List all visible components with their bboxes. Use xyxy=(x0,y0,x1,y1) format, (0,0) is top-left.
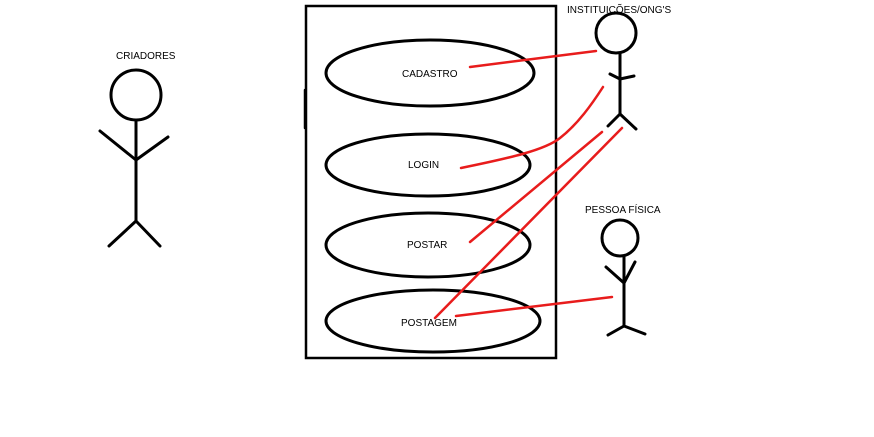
use-case-login-ellipse xyxy=(324,132,532,198)
actor-pessoa-fisica-left-arm xyxy=(604,265,626,285)
use-case-postar-label: POSTAR xyxy=(407,240,447,251)
association-instituicoes-postar xyxy=(468,130,604,244)
actor-instituicoes-label: INSTITUIÇÕES/ONG'S xyxy=(567,3,671,16)
actor-instituicoes-head xyxy=(594,11,638,55)
use-case-cadastro: CADASTRO xyxy=(324,38,536,108)
actor-pessoa-fisica-right-leg xyxy=(622,324,647,336)
use-case-login-label: LOGIN xyxy=(408,160,439,171)
association-instituicoes-postagem xyxy=(433,126,624,320)
actor-pessoa-fisica-right-arm xyxy=(622,260,637,285)
actor-instituicoes: INSTITUIÇÕES/ONG'S xyxy=(567,3,671,131)
association-instituicoes-login xyxy=(459,85,605,170)
actor-instituicoes-left-leg xyxy=(606,112,622,128)
use-case-postagem-label: POSTAGEM xyxy=(401,318,457,329)
actor-pessoa-fisica-left-leg xyxy=(606,324,626,337)
actor-criadores-right-arm xyxy=(134,135,170,162)
actor-instituicoes-right-leg xyxy=(618,112,638,131)
actor-pessoa-fisica-head xyxy=(600,218,640,258)
use-case-postagem-ellipse xyxy=(324,288,542,354)
actor-criadores-left-leg xyxy=(107,219,138,248)
actor-criadores-right-leg xyxy=(134,219,162,248)
association-instituicoes-cadastro xyxy=(468,49,598,69)
use-case-cadastro-label: CADASTRO xyxy=(402,69,458,80)
association-pessoa-fisica-postagem xyxy=(454,295,614,318)
use-case-cadastro-ellipse xyxy=(324,38,536,108)
use-case-postagem: POSTAGEM xyxy=(324,288,542,354)
association-lines xyxy=(433,49,624,320)
actor-pessoa-fisica-label: PESSOA FÍSICA xyxy=(585,203,661,216)
actor-criadores: CRIADORES xyxy=(98,51,176,248)
actor-instituicoes-left-arm xyxy=(608,72,622,81)
use-case-postar: POSTAR xyxy=(324,211,532,279)
use-case-postar-ellipse xyxy=(324,211,532,279)
actor-criadores-left-arm xyxy=(98,129,138,162)
actor-instituicoes-right-arm xyxy=(618,74,636,81)
use-case-login: LOGIN xyxy=(324,132,532,198)
actor-criadores-head xyxy=(109,68,163,122)
actor-criadores-label: CRIADORES xyxy=(116,51,176,62)
actor-pessoa-fisica: PESSOA FÍSICA xyxy=(585,203,661,337)
